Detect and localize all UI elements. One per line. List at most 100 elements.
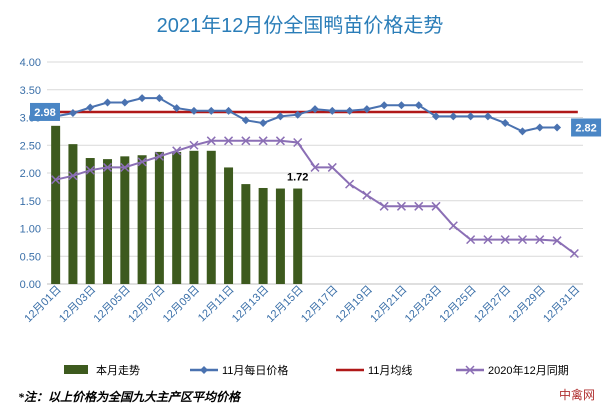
x-marker — [68, 171, 78, 181]
x-tick-label: 12月13日 — [230, 284, 271, 325]
legend-label: 2020年12月同期 — [488, 363, 569, 377]
legend: 本月走势 11月每日价格 11月均线 2020年12月同期 — [64, 363, 569, 377]
data-label-end: 2.82 — [575, 122, 596, 134]
x-marker — [362, 190, 372, 200]
diamond-marker — [259, 119, 268, 128]
data-label-box — [571, 118, 602, 137]
x-marker — [431, 201, 441, 211]
diamond-marker — [293, 110, 302, 119]
bar — [68, 144, 78, 284]
data-labels: 2.98 1.72 2.82 — [30, 102, 602, 184]
diamond-marker — [224, 106, 233, 115]
data-label-box — [30, 102, 60, 121]
diamond-marker — [276, 112, 285, 121]
x-marker — [172, 146, 182, 156]
x-tick-label: 12月17日 — [299, 284, 340, 325]
diamond-marker — [103, 98, 112, 107]
x-marker — [448, 221, 458, 231]
legend-marker — [200, 366, 208, 374]
diamond-marker — [207, 106, 216, 115]
bar — [275, 188, 285, 284]
y-tick-label: 3.50 — [20, 85, 41, 97]
bar — [137, 155, 147, 284]
x-marker — [517, 235, 528, 245]
diamond-marker — [553, 123, 562, 132]
diamond-marker — [328, 106, 337, 115]
diamond-marker — [414, 101, 423, 110]
x-marker — [189, 140, 199, 150]
bar — [224, 167, 234, 284]
x-tick-label: 12月29日 — [507, 284, 548, 325]
x-marker — [466, 235, 476, 245]
x-marker — [120, 162, 130, 172]
bar — [103, 159, 113, 284]
bar — [154, 151, 164, 284]
source-watermark: 中禽网 — [558, 388, 595, 402]
x-tick-label: 12月15日 — [264, 284, 305, 325]
footnote: *注：以上价格为全国九大主产区平均价格 — [18, 390, 241, 404]
diamond-marker — [501, 119, 510, 128]
x-tick-label: 12月09日 — [161, 284, 202, 325]
x-marker — [224, 136, 234, 146]
bars — [51, 125, 303, 284]
bar — [85, 158, 95, 284]
x-marker — [327, 162, 337, 172]
y-tick-label: 1.00 — [20, 224, 41, 236]
diamond-marker — [155, 94, 164, 103]
diamond-marker — [189, 106, 198, 115]
diamond-marker — [345, 106, 354, 115]
x-marker — [414, 201, 424, 211]
chart-title: 2021年12月份全国鸭苗价格走势 — [157, 14, 444, 37]
x-marker — [293, 137, 303, 148]
x-marker — [85, 165, 95, 175]
x-marker — [535, 235, 545, 245]
x-marker — [102, 162, 113, 172]
bar — [120, 156, 130, 284]
x-marker — [154, 151, 164, 161]
x-axis-ticks: 12月01日12月03日12月05日12月07日12月09日12月11日12月1… — [22, 284, 582, 325]
x-marker — [552, 236, 562, 246]
x-tick-label: 12月23日 — [403, 284, 444, 325]
bar — [241, 184, 251, 284]
x-marker — [241, 136, 251, 146]
x-marker — [137, 157, 147, 167]
legend-label: 11月每日价格 — [222, 363, 288, 377]
diamond-marker — [120, 98, 129, 107]
y-tick-label: 0.00 — [20, 279, 41, 291]
x-marker — [379, 201, 389, 211]
x-marker — [569, 248, 579, 259]
diamond-marker — [311, 105, 319, 114]
diamond-marker — [535, 123, 544, 132]
grid — [47, 61, 583, 285]
diamond-marker — [483, 112, 492, 121]
x-marker — [275, 136, 285, 146]
x-marker — [483, 235, 493, 245]
x-tick-label: 12月31日 — [541, 284, 582, 325]
x-marker — [310, 162, 320, 172]
diamond-marker — [449, 112, 458, 121]
x-tick-label: 12月27日 — [472, 284, 513, 325]
bar — [293, 188, 303, 284]
x-tick-label: 12月19日 — [334, 284, 375, 325]
diamond-marker — [362, 105, 371, 114]
diamond-marker — [86, 103, 95, 112]
x-marker — [345, 179, 355, 189]
diamond-marker — [518, 127, 527, 136]
legend-swatch — [64, 365, 88, 374]
bar — [258, 187, 268, 284]
data-label-start: 2.98 — [34, 107, 55, 119]
diamond-marker — [241, 116, 250, 125]
data-label-bar-end: 1.72 — [287, 172, 308, 184]
legend-label: 11月均线 — [368, 363, 412, 377]
y-tick-label: 2.00 — [20, 168, 41, 180]
lines — [51, 94, 579, 259]
diamond-marker — [68, 109, 77, 118]
legend-label: 本月走势 — [96, 363, 140, 377]
y-tick-label: 4.00 — [20, 57, 41, 69]
x-tick-label: 12月03日 — [57, 284, 98, 325]
series-line — [55, 139, 575, 255]
y-tick-label: 0.50 — [20, 251, 41, 263]
diamond-marker — [397, 101, 406, 110]
x-marker — [206, 136, 216, 146]
